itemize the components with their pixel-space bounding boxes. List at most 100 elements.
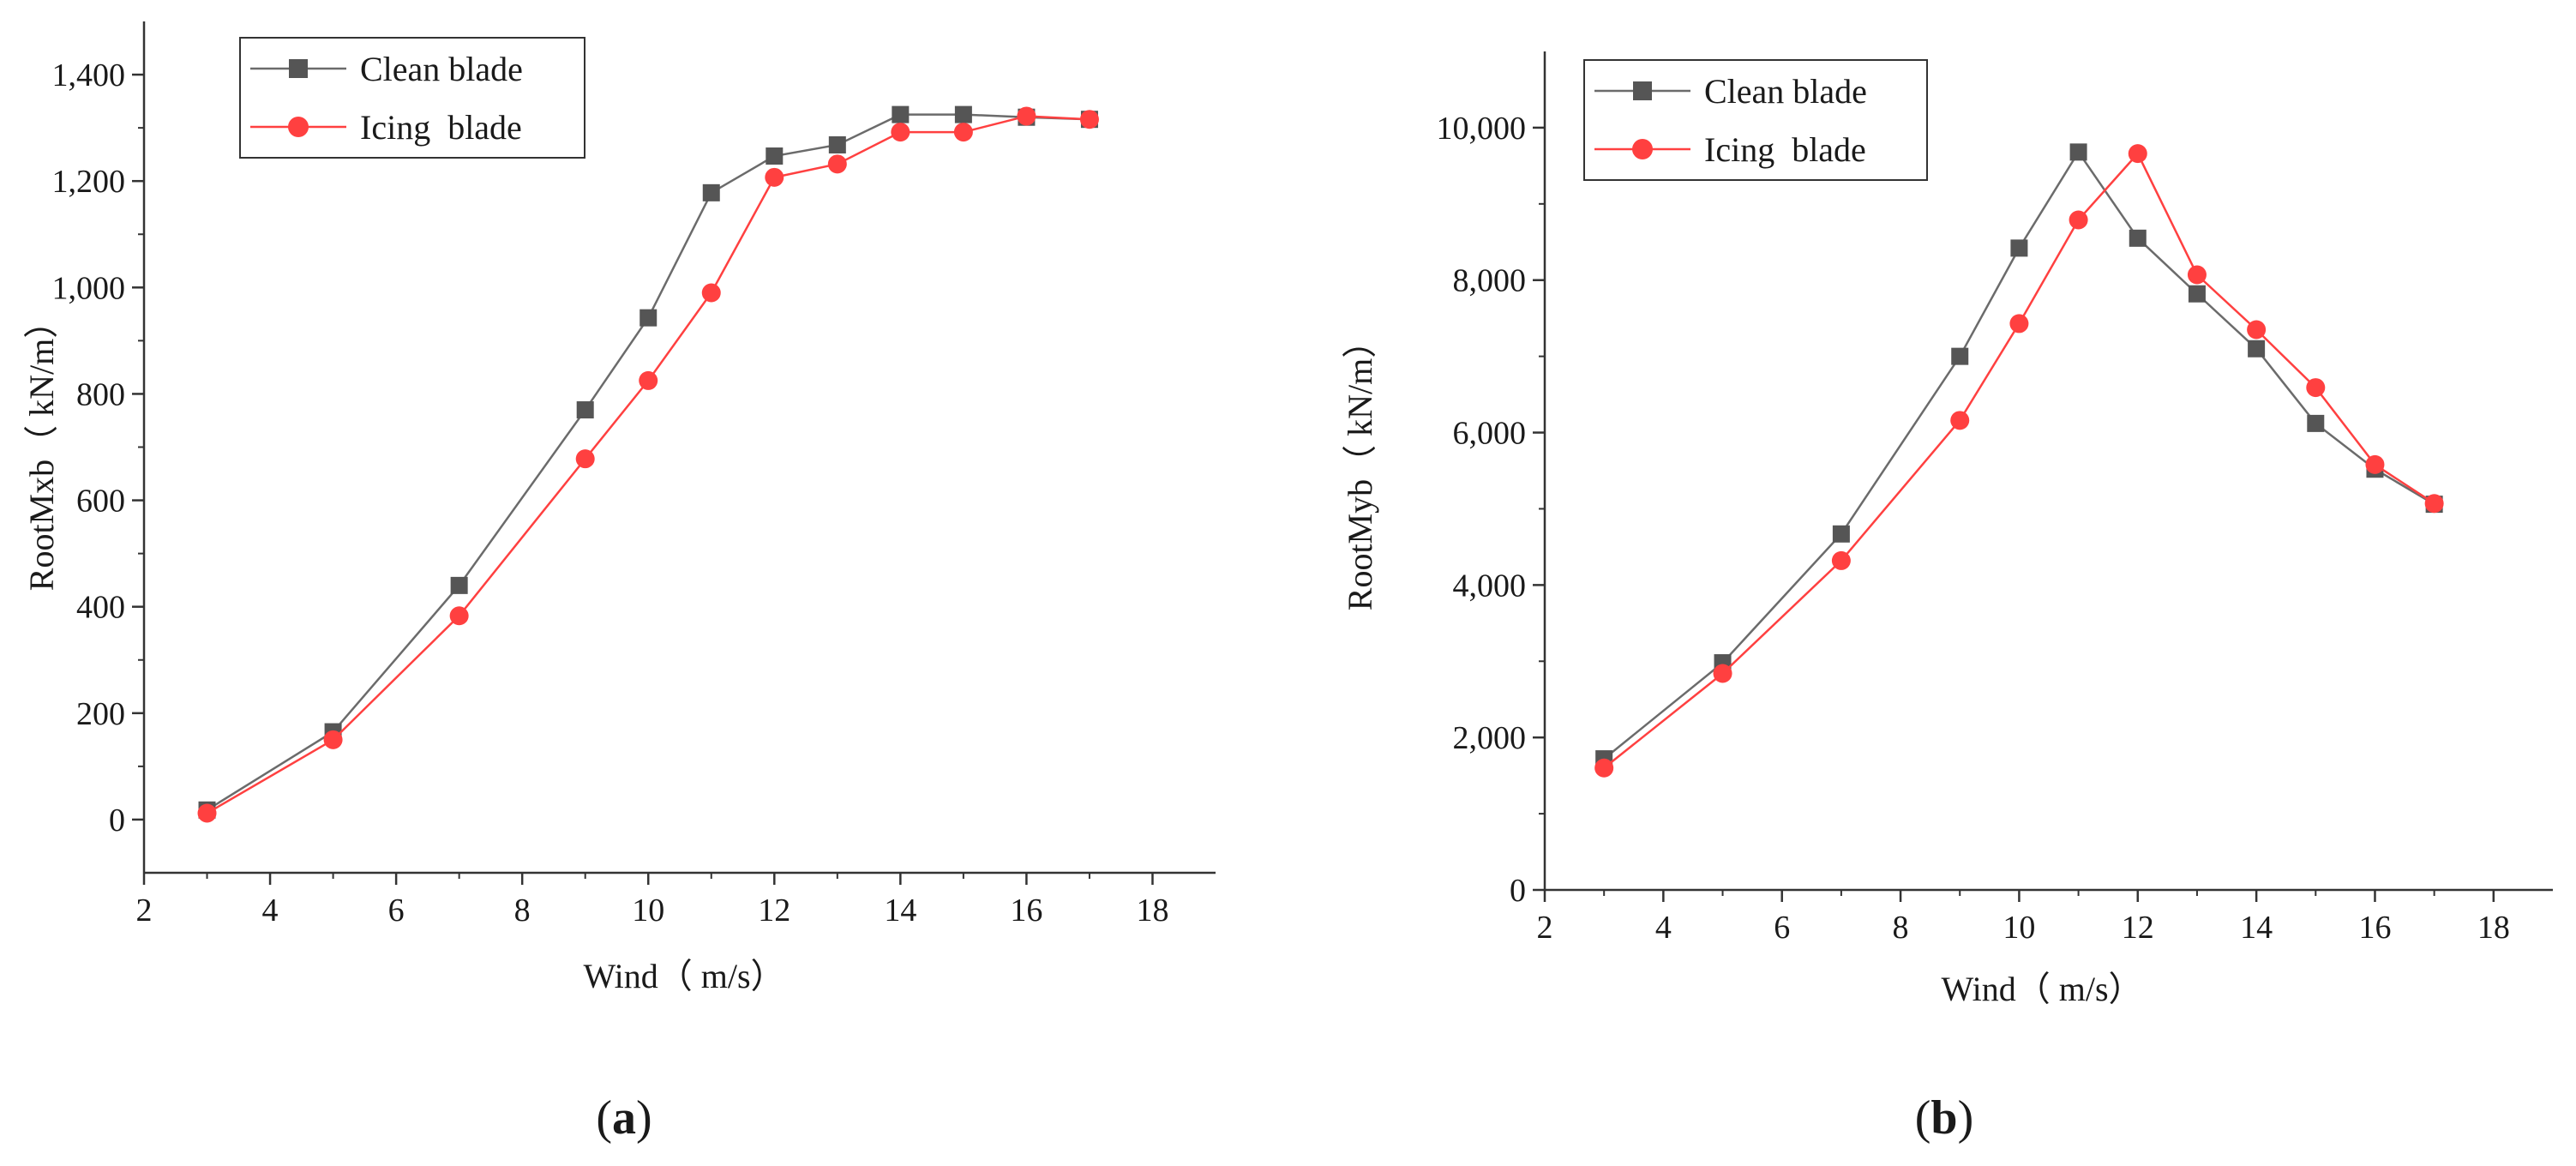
data-point-icing	[2424, 494, 2444, 514]
data-point-icing	[2247, 320, 2267, 340]
x-tick-label: 10	[632, 893, 664, 929]
x-tick-label: 6	[388, 893, 405, 929]
legend-marker-icing	[1632, 139, 1653, 159]
y-tick-label: 4,000	[1453, 568, 1527, 604]
x-tick-label: 16	[1010, 893, 1042, 929]
x-tick-label: 18	[2477, 910, 2510, 946]
y-ticks: 0 200 400 600 800 1,000 1,200 1,400	[52, 57, 144, 838]
data-point-icing	[323, 730, 343, 749]
legend-marker-icing	[288, 117, 309, 137]
series-layer	[1594, 143, 2444, 778]
series-line-icing	[1603, 151, 2435, 769]
data-point-clean	[1832, 525, 1850, 543]
y-axis-title: RootMyb（ kN/m）	[1341, 324, 1379, 610]
data-point-icing	[891, 123, 910, 142]
legend-box	[1583, 59, 1928, 181]
data-point-clean	[2069, 143, 2087, 161]
caption-a: (a)	[596, 1091, 652, 1145]
x-tick-label: 12	[758, 893, 790, 929]
caption-letter-a: a	[612, 1091, 636, 1145]
y-ticks: 0 2,000 4,000 6,000 8,000 10,000	[1437, 111, 1545, 909]
y-tick-label: 1,200	[52, 164, 126, 200]
legend: Clean blade Icing blade	[239, 37, 585, 159]
data-point-icing	[2306, 378, 2326, 398]
data-point-clean	[2129, 229, 2147, 247]
x-tick-label: 14	[884, 893, 916, 929]
data-point-icing	[449, 606, 469, 626]
data-point-icing	[2009, 314, 2029, 334]
y-tick-label: 2,000	[1453, 720, 1527, 756]
y-tick-label: 400	[76, 590, 125, 626]
data-point-clean	[702, 183, 720, 201]
x-ticks: 2 4 6 8 10 12 14 16 18	[1537, 890, 2510, 946]
x-tick-label: 16	[2358, 910, 2391, 946]
y-axis-title: RootMxb（ kN/m）	[22, 304, 61, 591]
data-point-icing	[765, 167, 784, 187]
data-point-icing	[1594, 758, 1614, 778]
data-point-clean	[828, 135, 846, 153]
x-tick-label: 8	[514, 893, 531, 929]
x-axis-title: Wind（ m/s）	[583, 957, 784, 995]
x-tick-label: 12	[2122, 910, 2154, 946]
data-point-icing	[2128, 144, 2147, 164]
y-tick-label: 8,000	[1453, 263, 1527, 299]
x-tick-label: 14	[2240, 910, 2273, 946]
legend-label-clean: Clean blade	[1704, 72, 1867, 111]
caption-b: (b)	[1915, 1091, 1973, 1145]
chart-panel-a: 0 200 400 600 800 1,000 1,200 1,400 2 4 6 8 10 12 14 1…	[22, 21, 1216, 1145]
data-point-clean	[954, 105, 972, 123]
legend-label-icing: Icing blade	[360, 108, 522, 147]
data-point-clean	[892, 105, 910, 123]
data-point-icing	[2069, 210, 2088, 230]
y-tick-label: 1,000	[52, 270, 126, 306]
data-point-clean	[766, 147, 784, 165]
y-tick-label: 600	[76, 484, 125, 520]
data-point-icing	[1713, 664, 1732, 683]
data-point-icing	[197, 803, 217, 823]
data-point-clean	[450, 576, 468, 594]
y-tick-label: 200	[76, 696, 125, 732]
data-point-clean	[2307, 414, 2325, 432]
data-point-icing	[2187, 265, 2207, 285]
data-point-icing	[1017, 106, 1036, 126]
x-tick-label: 6	[1774, 910, 1790, 946]
y-tick-label: 6,000	[1453, 416, 1527, 452]
x-tick-label: 2	[136, 893, 153, 929]
data-point-clean	[2010, 239, 2028, 257]
data-point-icing	[575, 449, 595, 469]
data-point-icing	[701, 283, 721, 303]
data-point-clean	[2188, 285, 2206, 303]
y-tick-label: 10,000	[1437, 111, 1527, 147]
data-point-icing	[1950, 411, 1970, 430]
data-point-clean	[2248, 340, 2266, 358]
series-line-clean	[206, 113, 1090, 811]
legend-box	[239, 37, 585, 159]
legend: Clean blade Icing blade	[1583, 59, 1928, 181]
y-tick-label: 800	[76, 376, 125, 412]
chart-panel-b: 0 2,000 4,000 6,000 8,000 10,000 2 4 6 8 10 12 14 16…	[1341, 51, 2553, 1145]
legend-marker-clean	[1633, 81, 1652, 100]
data-point-icing	[827, 154, 847, 174]
data-point-clean	[576, 401, 594, 419]
data-point-icing	[1831, 550, 1851, 570]
y-tick-label: 0	[109, 802, 125, 838]
data-point-icing	[953, 123, 973, 142]
legend-marker-clean	[289, 59, 308, 78]
x-tick-label: 8	[1893, 910, 1909, 946]
x-tick-label: 18	[1136, 893, 1168, 929]
data-point-icing	[639, 370, 658, 390]
x-axis-title: Wind（ m/s）	[1941, 970, 2142, 1008]
legend-label-clean: Clean blade	[360, 50, 523, 88]
data-point-icing	[2365, 454, 2385, 474]
data-point-icing	[1079, 110, 1099, 129]
y-tick-label: 1,400	[52, 57, 126, 93]
series-line-clean	[1603, 150, 2435, 760]
series-line-icing	[206, 115, 1090, 814]
x-tick-label: 4	[262, 893, 279, 929]
y-tick-label: 0	[1510, 873, 1526, 909]
caption-letter-b: b	[1930, 1091, 1957, 1145]
legend-label-icing: Icing blade	[1704, 130, 1866, 169]
data-point-clean	[639, 309, 658, 327]
data-point-clean	[1951, 347, 1969, 365]
